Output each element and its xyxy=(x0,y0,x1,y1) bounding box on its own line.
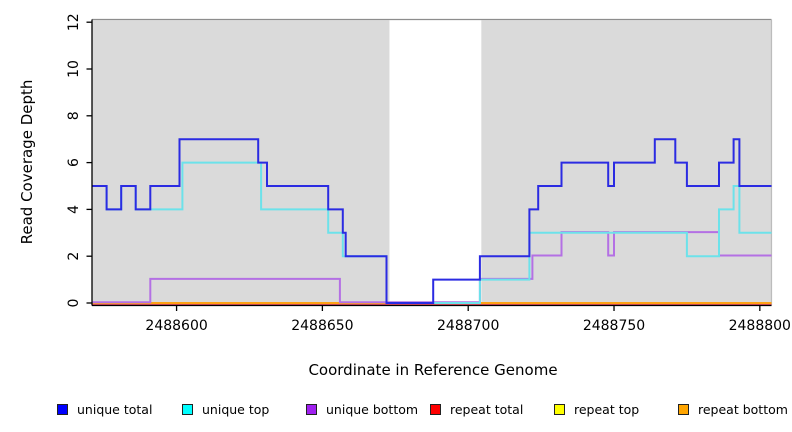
legend-item-repeat-bottom: repeat bottom xyxy=(678,400,788,418)
y-tick-label: 4 xyxy=(66,205,82,214)
legend-item-repeat-total: repeat total xyxy=(430,400,523,418)
legend-label: repeat top xyxy=(574,401,640,417)
legend-swatch xyxy=(554,403,565,415)
y-tick-label: 8 xyxy=(66,111,82,120)
legend-label: unique top xyxy=(202,401,270,417)
x-tick-label: 2488650 xyxy=(291,318,353,334)
legend-swatch xyxy=(57,403,68,415)
legend-item-unique-total: unique total xyxy=(57,400,152,418)
series-lines xyxy=(92,138,772,306)
legend-label: unique bottom xyxy=(326,401,419,417)
legend-swatch xyxy=(182,403,193,415)
legend-label: unique total xyxy=(77,401,153,417)
y-tick-label: 2 xyxy=(66,252,82,261)
axes: 0 2 4 6 8 10 12 2488600 2488650 2488700 2488750 248… xyxy=(66,13,791,334)
x-tick-label: 2488700 xyxy=(437,318,499,334)
x-tick-label: 2488800 xyxy=(729,318,791,334)
y-axis-title: Read Coverage Depth xyxy=(18,79,36,245)
legend-swatch xyxy=(430,403,441,415)
x-axis-title: Coordinate in Reference Genome xyxy=(308,361,558,379)
plot-box-border xyxy=(92,18,773,306)
y-tick-label: 6 xyxy=(66,158,82,167)
y-tick-label: 0 xyxy=(66,299,82,308)
x-tick-label: 2488750 xyxy=(583,318,645,334)
series-line-unique-total xyxy=(92,138,772,304)
y-tick-label: 12 xyxy=(66,13,82,31)
legend-item-unique-bottom: unique bottom xyxy=(306,400,418,418)
legend-swatch xyxy=(678,403,689,415)
legend-item-unique-top: unique top xyxy=(182,400,269,418)
x-tick-label: 2488600 xyxy=(145,318,207,334)
legend: unique total unique top unique bottom repea… xyxy=(0,400,792,424)
legend-swatch xyxy=(306,403,317,415)
legend-label: repeat total xyxy=(450,401,524,417)
y-tick-label: 10 xyxy=(66,60,82,78)
legend-item-repeat-top: repeat top xyxy=(554,400,639,418)
legend-label: repeat bottom xyxy=(698,401,788,417)
